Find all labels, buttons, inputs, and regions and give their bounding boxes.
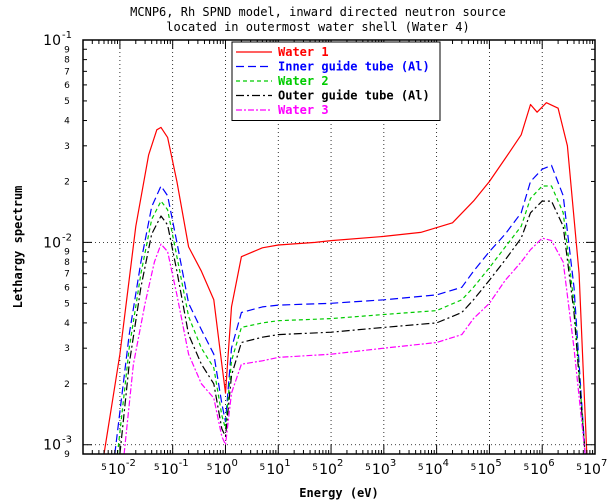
x-minor-tick-label: 5: [365, 463, 371, 473]
x-tick-exponent: 6: [548, 458, 554, 469]
x-minor-tick-label: 5: [576, 463, 582, 473]
x-tick-label: 10: [319, 462, 337, 478]
y-minor-tick-label: 2: [64, 380, 70, 390]
y-minor-tick-label: 5: [64, 97, 70, 107]
y-minor-tick-label: 6: [64, 81, 70, 91]
legend-label-3: Water 2: [278, 74, 329, 88]
x-tick-exponent: 5: [495, 458, 501, 469]
y-minor-tick-label: 3: [64, 142, 70, 152]
y-minor-tick-label: 9: [64, 248, 70, 258]
x-minor-tick-label: 5: [418, 463, 424, 473]
y-minor-tick-label: 6: [64, 283, 70, 293]
x-tick-exponent: -2: [126, 458, 136, 469]
y-minor-tick-label: 5: [64, 299, 70, 309]
y-minor-tick-label: 4: [64, 117, 70, 127]
legend-box: [231, 41, 441, 121]
y-minor-tick-label: 8: [64, 56, 70, 66]
legend-label-1: Water 1: [278, 45, 329, 59]
y-tick-exponent: -2: [62, 232, 72, 243]
x-tick-label: 10: [108, 462, 126, 478]
x-tick-label: 10: [214, 462, 232, 478]
x-tick-label: 10: [530, 462, 548, 478]
y-minor-tick-label: 3: [64, 344, 70, 354]
tick-layer: 10 -2 10 -1 10 0 10 1 10 2 10 3 10 4 10 5 10 6 10 75 5 5 5 5 5 5 5…: [43, 30, 607, 478]
x-tick-exponent: -1: [179, 458, 189, 469]
chart-title-line-2: located in outermost water shell (Water …: [166, 20, 469, 34]
y-tick-label: 10: [43, 438, 61, 454]
x-tick-exponent: 1: [284, 458, 290, 469]
y-minor-tick-label: 7: [64, 270, 70, 280]
y-tick-label: 10: [43, 33, 61, 49]
y-minor-tick-label: 9: [64, 450, 70, 460]
x-axis-label: Energy (eV): [299, 486, 378, 500]
x-tick-label: 10: [478, 462, 496, 478]
legend-label-4: Outer guide tube (Al): [278, 89, 430, 103]
x-minor-tick-label: 5: [207, 463, 213, 473]
x-tick-exponent: 7: [601, 458, 607, 469]
y-tick-label: 10: [43, 235, 61, 251]
x-tick-label: 10: [161, 462, 179, 478]
chart-title-line-1: MCNP6, Rh SPND model, inward directed ne…: [130, 5, 506, 19]
y-minor-tick-label: 8: [64, 258, 70, 268]
y-tick-exponent: -3: [62, 435, 72, 446]
legend-label-2: Inner guide tube (Al): [278, 60, 430, 74]
legend-label-5: Water 3: [278, 103, 329, 117]
x-minor-tick-label: 5: [101, 463, 107, 473]
x-tick-exponent: 4: [443, 458, 449, 469]
x-tick-label: 10: [372, 462, 390, 478]
x-minor-tick-label: 5: [260, 463, 266, 473]
series-line-3: [116, 185, 586, 455]
y-axis-label: Lethargy spectrum: [11, 186, 25, 309]
plot-frame: [82, 39, 596, 455]
series-line-5: [123, 237, 586, 455]
x-tick-exponent: 0: [231, 458, 237, 469]
y-minor-tick-label: 7: [64, 67, 70, 77]
x-minor-tick-label: 5: [312, 463, 318, 473]
series-line-4: [119, 200, 586, 455]
x-minor-tick-label: 5: [523, 463, 529, 473]
x-tick-label: 10: [583, 462, 601, 478]
y-tick-exponent: -1: [62, 30, 72, 41]
y-minor-tick-label: 4: [64, 319, 70, 329]
y-minor-tick-label: 2: [64, 177, 70, 187]
series-line-1: [103, 102, 588, 455]
x-tick-label: 10: [266, 462, 284, 478]
x-minor-tick-label: 5: [154, 463, 160, 473]
x-tick-label: 10: [425, 462, 443, 478]
series-layer: [103, 102, 588, 455]
series-line-2: [114, 164, 586, 455]
x-tick-exponent: 2: [337, 458, 343, 469]
x-tick-exponent: 3: [390, 458, 396, 469]
y-minor-tick-label: 9: [64, 45, 70, 55]
x-minor-tick-label: 5: [471, 463, 477, 473]
